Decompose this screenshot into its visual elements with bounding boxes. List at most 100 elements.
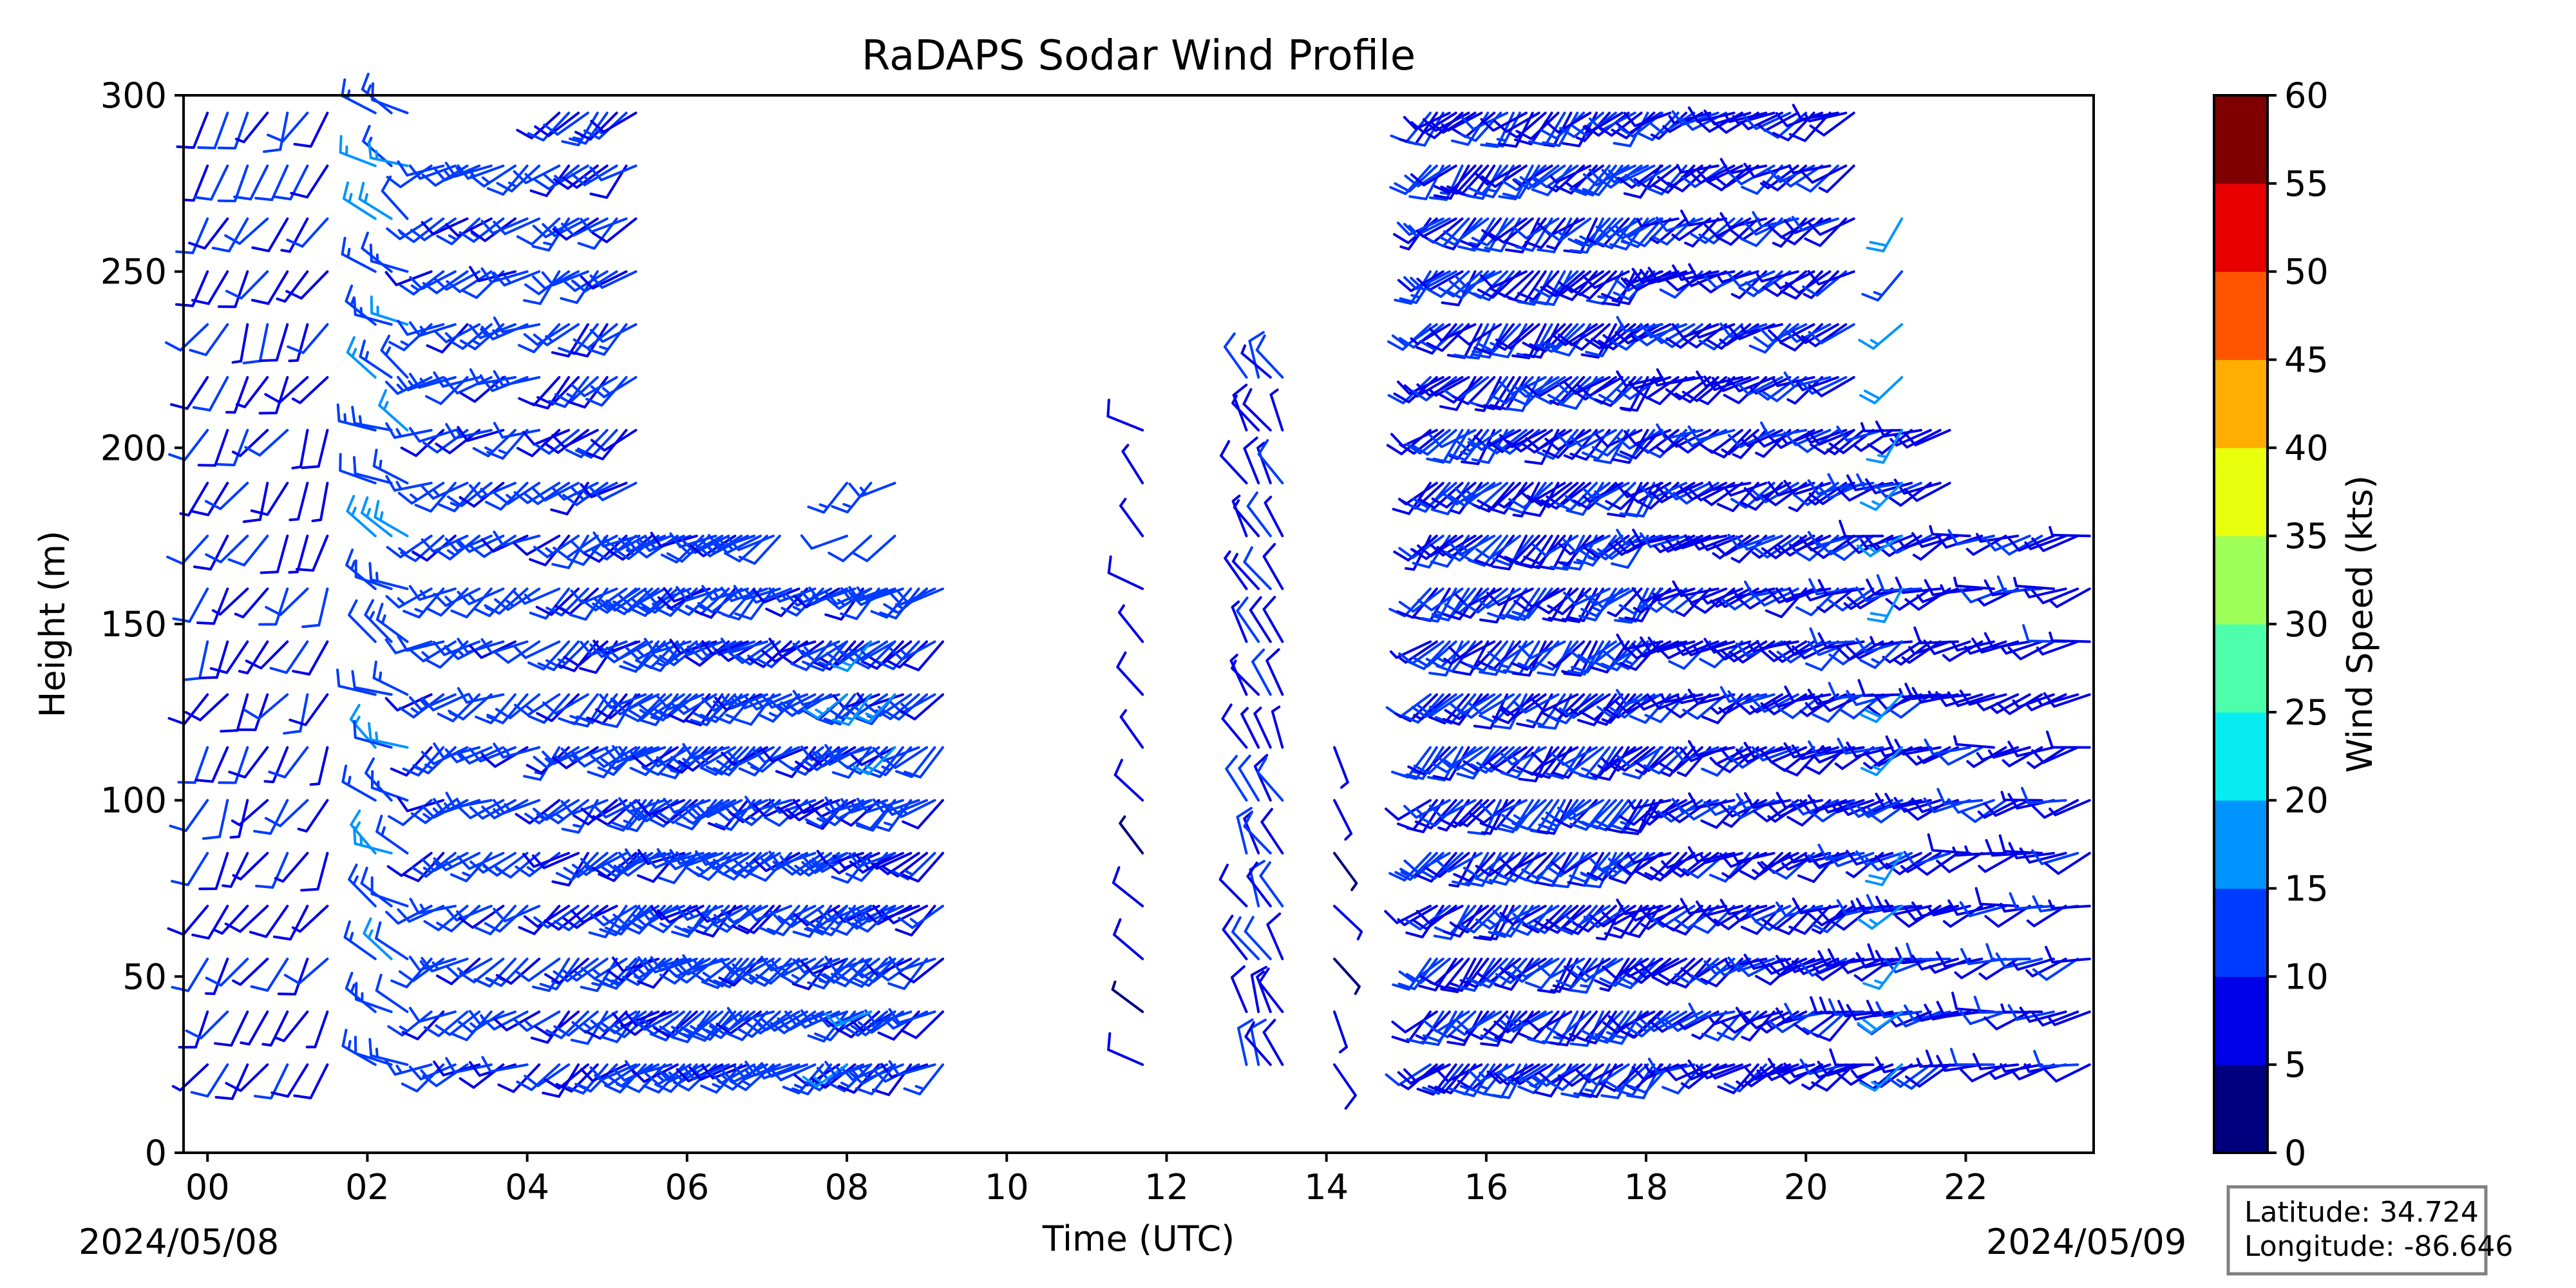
wind-barb (1572, 904, 1617, 933)
wind-barb (1116, 651, 1144, 696)
wind-barb (231, 429, 269, 457)
wind-barb (1808, 375, 1855, 397)
wind-barb (211, 587, 249, 616)
wind-barb (1870, 636, 1913, 647)
wind-barb (1607, 164, 1656, 184)
y-tick-label: 150 (100, 604, 167, 645)
wind-barb (1639, 323, 1688, 339)
wind-barb (204, 958, 229, 996)
wind-barb (384, 270, 433, 287)
wind-barb (300, 851, 329, 892)
wind-barb (1846, 849, 1894, 866)
wind-barb (652, 799, 698, 825)
wind-barb (1616, 688, 1663, 705)
wind-barb (1473, 587, 1521, 609)
wind-barb (1519, 587, 1566, 608)
wind-barb (1403, 375, 1451, 398)
wind-barb (2043, 1063, 2091, 1083)
wind-barb (670, 746, 717, 769)
wind-barb (397, 319, 445, 336)
longitude-text: Longitude: -86.646 (2244, 1230, 2513, 1263)
wind-barb (1518, 640, 1566, 659)
wind-barb (792, 799, 840, 815)
wind-barb (1759, 746, 1808, 764)
wind-barb (590, 111, 638, 133)
colorbar-tick-label: 5 (2284, 1045, 2306, 1085)
wind-barb (854, 799, 896, 830)
wind-barb (637, 956, 685, 972)
wind-barb (898, 958, 944, 983)
wind-barb (1487, 640, 1534, 664)
wind-barb (1391, 1010, 1438, 1034)
wind-barb (1703, 638, 1752, 654)
wind-barb (560, 799, 609, 815)
wind-barb (1249, 596, 1272, 643)
wind-barb (469, 535, 516, 558)
wind-barb (1866, 587, 1904, 623)
wind-barb (272, 904, 309, 941)
wind-barb (224, 904, 269, 933)
wind-barb (682, 1063, 730, 1081)
wind-barb (902, 799, 944, 829)
wind-barb (1827, 948, 1875, 966)
wind-barb (445, 217, 493, 238)
wind-barb (632, 746, 679, 768)
wind-barb (185, 1010, 229, 1039)
wind-barb (777, 799, 824, 820)
wind-barb (353, 297, 393, 326)
wind-barb (824, 1061, 873, 1077)
wind-barb (217, 270, 249, 308)
wind-barb (896, 587, 944, 605)
wind-barb (445, 958, 493, 979)
wind-barb (1495, 482, 1534, 509)
wind-barb (1903, 851, 1951, 867)
wind-barb (1106, 399, 1144, 431)
wind-barb (903, 1063, 944, 1095)
wind-barb (1675, 587, 1712, 617)
wind-barb (589, 323, 638, 343)
wind-barb (375, 602, 409, 643)
wind-barb (1634, 746, 1680, 772)
wind-barb (2049, 587, 2091, 609)
wind-barb (469, 164, 516, 188)
wind-barb (849, 640, 896, 662)
wind-barb (191, 482, 229, 516)
wind-barb (197, 429, 229, 467)
wind-barb (1911, 954, 1959, 971)
colorbar-tick-label: 15 (2284, 869, 2329, 909)
wind-barb (481, 746, 529, 768)
wind-barb (1924, 738, 1971, 755)
wind-barb (571, 851, 618, 876)
wind-barb (346, 336, 377, 379)
wind-barb (1984, 632, 2031, 649)
wind-barb (352, 826, 393, 855)
wind-barb (1107, 1032, 1144, 1066)
colorbar-tick-label: 25 (2284, 692, 2329, 733)
wind-barb (513, 587, 561, 605)
colorbar-tick-label: 45 (2284, 340, 2329, 381)
wind-barb (293, 1063, 329, 1099)
x-tick-label: 22 (1944, 1167, 1988, 1208)
wind-barb (222, 851, 249, 888)
wind-barb (1698, 323, 1743, 351)
wind-barb (1608, 217, 1656, 240)
wind-barb (369, 243, 409, 273)
wind-barb (1959, 587, 2007, 603)
wind-barb (2049, 526, 2091, 538)
wind-barb (243, 693, 289, 720)
wind-barb (336, 668, 377, 696)
wind-barb (2049, 799, 2091, 817)
wind-barb (1792, 323, 1839, 345)
colorbar-segment (2214, 536, 2268, 625)
wind-barb (1397, 375, 1444, 395)
wind-barb (250, 958, 289, 992)
wind-barb (1557, 429, 1604, 448)
wind-barb (1776, 640, 1824, 664)
wind-barb (1452, 904, 1496, 934)
x-tick-label: 12 (1144, 1167, 1189, 1208)
wind-barb (605, 640, 654, 661)
wind-barb (701, 585, 750, 601)
wind-barb (258, 375, 289, 415)
wind-barb (1653, 799, 1696, 819)
wind-barb (475, 693, 516, 724)
